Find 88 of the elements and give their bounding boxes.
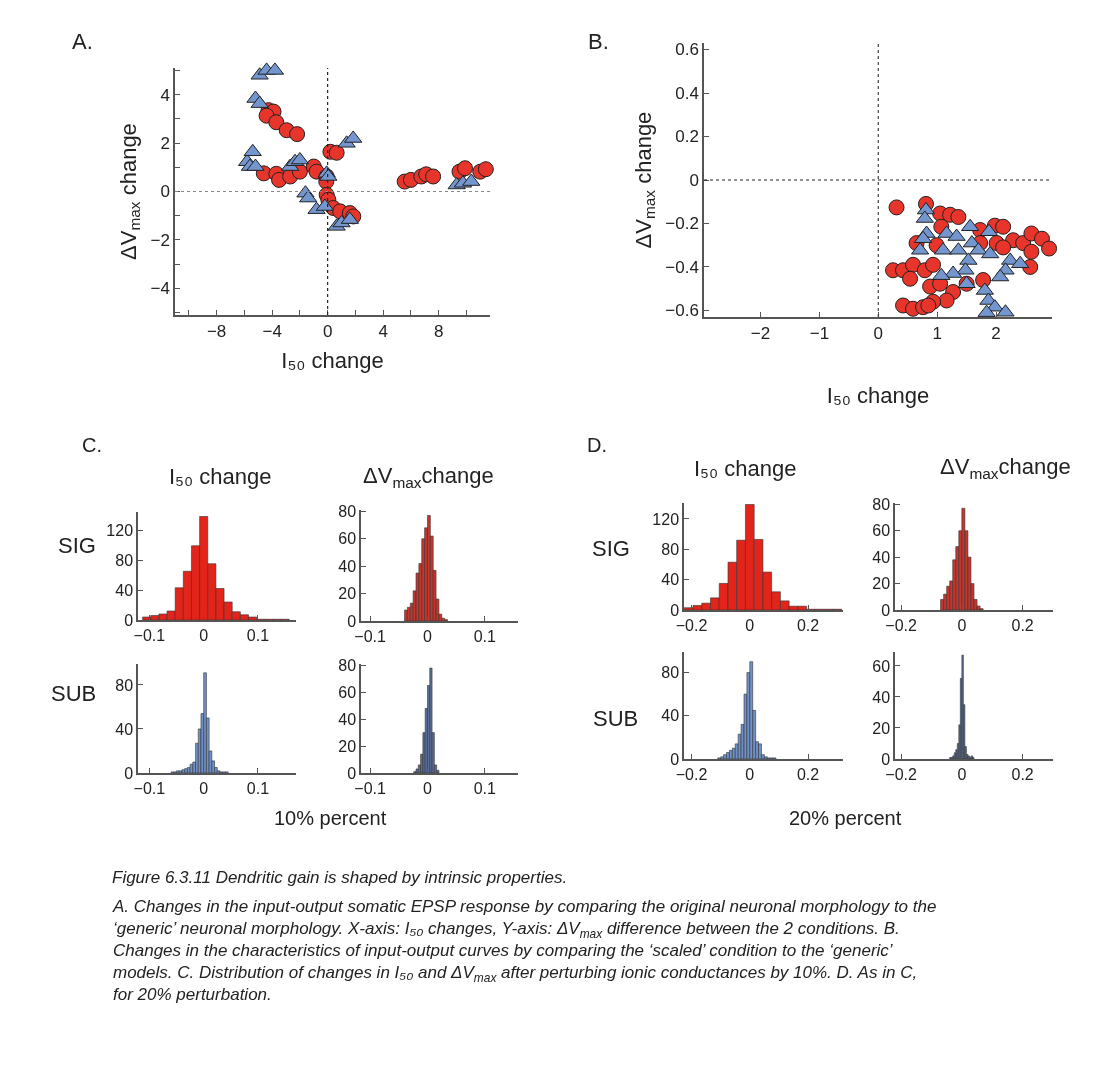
y-tick-label: 80 bbox=[661, 540, 680, 558]
x-tick-label: 0 bbox=[199, 626, 209, 644]
x-tick-label: 0.2 bbox=[796, 765, 820, 783]
x-tick-label: 1 bbox=[932, 324, 942, 344]
y-tick-label: 80 bbox=[115, 551, 134, 569]
x-axis-title: I₅₀ change bbox=[281, 347, 384, 373]
y-tick-label: 0 bbox=[670, 601, 680, 619]
x-tick-label: 0.2 bbox=[796, 616, 820, 634]
y-axis-title: SIG bbox=[58, 533, 96, 558]
chart-title: ΔV$_{max}$change bbox=[363, 463, 494, 491]
x-tick-label: −0.1 bbox=[354, 779, 387, 797]
y-tick-label: 0 bbox=[689, 170, 699, 190]
x-tick-label: 4 bbox=[378, 322, 388, 342]
chart-title: I₅₀ change bbox=[694, 456, 797, 481]
x-tick-label: 0 bbox=[745, 765, 755, 783]
x-tick-label: 0 bbox=[957, 616, 967, 634]
y-tick-label: 0.2 bbox=[675, 127, 699, 147]
y-axis-title: SIG bbox=[592, 536, 630, 561]
chart-title: I₅₀ change bbox=[169, 464, 272, 489]
chart-title: ΔV$_{max}$change bbox=[940, 454, 1071, 482]
y-tick-label: 20 bbox=[338, 585, 357, 603]
y-tick-label: 80 bbox=[872, 495, 891, 513]
y-tick-label: 40 bbox=[338, 557, 357, 575]
x-tick-label: −0.1 bbox=[133, 779, 166, 797]
y-tick-label: 120 bbox=[106, 521, 134, 539]
x-tick-label: −1 bbox=[809, 324, 830, 344]
chart-title: B. bbox=[588, 29, 609, 54]
y-tick-label: 40 bbox=[872, 688, 891, 706]
x-tick-label: 0.2 bbox=[1011, 616, 1034, 634]
x-tick-label: 0.1 bbox=[473, 627, 496, 645]
y-tick-label: 80 bbox=[338, 656, 357, 674]
y-tick-label: 0 bbox=[881, 750, 891, 768]
x-tick-label: −0.1 bbox=[133, 626, 166, 644]
y-tick-label: 40 bbox=[338, 710, 357, 728]
y-tick-label: 0 bbox=[881, 601, 891, 619]
text: D. bbox=[587, 434, 607, 456]
y-tick-label: 60 bbox=[872, 657, 891, 675]
text: 10% percent bbox=[274, 807, 387, 829]
y-tick-label: 80 bbox=[115, 676, 134, 694]
y-tick-label: 4 bbox=[160, 85, 170, 105]
chart-title: A. bbox=[72, 29, 93, 54]
y-tick-label: 60 bbox=[338, 530, 357, 548]
x-tick-label: 0.2 bbox=[1011, 765, 1034, 783]
x-tick-label: 0 bbox=[957, 765, 967, 783]
y-tick-label: 120 bbox=[652, 510, 680, 528]
text: C. bbox=[82, 434, 102, 456]
text: A. Changes in the input-output somatic EPSP response by comparing the original neuronal morphology to the ‘generic’ neuronal morphology. X-axis: I₅₀ changes, Y-axis: ΔV$_{max}$ difference between the 2 conditions. B. Changes in the characteristics of input-output curves by comparing the ‘scaled’ condition to the ‘generic’ models. C. Distribution of changes in I₅₀ and ΔV$_{max}$ after perturbing ionic conductances by 10%. D. As in C, for 20% perturbation. bbox=[113, 897, 937, 1005]
y-tick-label: 20 bbox=[872, 575, 891, 593]
text: 20% percent bbox=[789, 807, 902, 829]
x-tick-label: 2 bbox=[991, 324, 1001, 344]
y-tick-label: 0 bbox=[160, 182, 170, 202]
y-tick-label: 80 bbox=[661, 664, 680, 682]
y-tick-label: −0.2 bbox=[665, 214, 699, 234]
x-tick-label: 0 bbox=[423, 779, 433, 797]
y-tick-label: 40 bbox=[115, 720, 134, 738]
x-tick-label: −8 bbox=[206, 322, 227, 342]
y-tick-label: 0.6 bbox=[675, 40, 699, 60]
y-tick-label: 0 bbox=[670, 750, 680, 768]
x-tick-label: 0 bbox=[322, 322, 333, 342]
x-tick-label: 0 bbox=[745, 616, 755, 634]
y-tick-label: 60 bbox=[872, 522, 891, 540]
x-tick-label: 0 bbox=[199, 779, 209, 797]
y-tick-label: 60 bbox=[338, 683, 357, 701]
y-tick-label: 2 bbox=[160, 134, 170, 154]
x-tick-label: −2 bbox=[750, 324, 771, 344]
x-tick-label: 0.1 bbox=[246, 626, 270, 644]
y-tick-label: −2 bbox=[150, 230, 170, 250]
x-tick-label: −0.1 bbox=[354, 627, 387, 645]
y-tick-label: 40 bbox=[661, 707, 680, 725]
y-tick-label: −0.4 bbox=[665, 257, 699, 277]
x-axis-title: I₅₀ change bbox=[826, 382, 930, 408]
x-tick-label: 8 bbox=[433, 322, 444, 342]
x-tick-label: 0 bbox=[423, 627, 433, 645]
y-tick-label: 40 bbox=[115, 581, 134, 599]
y-tick-label: −4 bbox=[150, 279, 170, 299]
y-axis-title: SUB bbox=[593, 706, 639, 731]
y-tick-label: −0.6 bbox=[665, 301, 699, 321]
x-tick-label: −4 bbox=[262, 322, 282, 342]
y-axis-title: SUB bbox=[51, 681, 97, 706]
y-tick-label: 80 bbox=[338, 502, 357, 520]
caption: Figure 6.3.11 Dendritic gain is shaped by intrinsic properties. bbox=[112, 868, 568, 887]
y-tick-label: 40 bbox=[661, 571, 680, 589]
x-tick-label: 0.1 bbox=[473, 779, 496, 797]
y-tick-label: 0.4 bbox=[675, 83, 699, 103]
x-tick-label: 0.1 bbox=[246, 779, 270, 797]
y-tick-label: 20 bbox=[872, 719, 891, 737]
y-tick-label: 20 bbox=[338, 737, 357, 755]
y-tick-label: 40 bbox=[872, 548, 891, 566]
